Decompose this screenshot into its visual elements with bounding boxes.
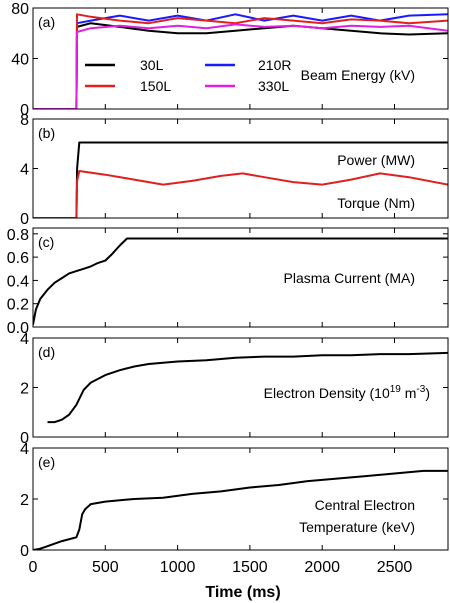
y-tick-label: 0: [20, 211, 29, 228]
annotation-label: Torque (Nm): [337, 195, 415, 211]
panel-label: (e): [38, 454, 55, 470]
panel-label: (b): [38, 125, 55, 141]
series-line-plasma-current-ma-: [33, 237, 448, 325]
series-line-electron-density: [47, 351, 448, 424]
x-axis-title: Time (ms): [205, 584, 280, 601]
annotation-label: Temperature (keV): [299, 519, 415, 535]
y-tick-label: 0.2: [7, 297, 29, 314]
series-line-30l: [33, 22, 448, 109]
y-tick-label: 4: [20, 162, 29, 179]
series-line-330l: [33, 23, 448, 109]
x-tick-label: 1000: [160, 559, 196, 576]
panel-e: 0 2 4 (e) Central Electron Temperature (keV): [20, 441, 449, 560]
x-axis: 0 500 1000 1500 2000 2500: [29, 559, 413, 576]
panel-b: 0 4 8 (b) Power (MW) Torque (Nm): [20, 112, 449, 228]
x-tick-label: 2500: [377, 559, 413, 576]
x-tick-label: 2000: [304, 559, 340, 576]
y-tick-label: 2: [20, 492, 29, 509]
legend-label: 330L: [258, 78, 289, 94]
y-tick-label: 0.6: [7, 250, 29, 267]
y-tick-label: 0.0: [7, 320, 29, 337]
legend-label: 30L: [140, 57, 164, 73]
annotation-electron-density: Electron Density (1019 m-3): [264, 384, 430, 401]
y-tick-label: 8: [20, 112, 29, 129]
panel-c: 0.0 0.2 0.4 0.6 0.8 (c) Plasma Current (MA): [7, 227, 449, 337]
y-tick-label: 40: [11, 52, 29, 69]
panel-d: 0 2 4 (d) Electron Density (1019 m-3): [20, 331, 449, 447]
x-tick-label: 500: [92, 559, 119, 576]
panel-label: (d): [38, 344, 55, 360]
y-tick-label: 0: [20, 102, 29, 119]
panel-label: (a): [38, 14, 55, 30]
annotation-label: Plasma Current (MA): [284, 270, 415, 286]
legend-label: 210R: [258, 57, 291, 73]
y-tick-label: 4: [20, 331, 29, 348]
annotation-label: Power (MW): [337, 152, 415, 168]
panel-frame: [32, 227, 449, 328]
annotation-label: Central Electron: [315, 497, 415, 513]
series-line-150l: [33, 13, 448, 109]
y-tick-label: 0: [20, 543, 29, 560]
y-tick-label: 2: [20, 381, 29, 398]
legend-label: 150L: [140, 78, 171, 94]
y-tick-label: 0.8: [7, 227, 29, 244]
series-line-torque-nm-: [33, 170, 448, 218]
y-tick-label: 80: [11, 1, 29, 18]
y-tick-label: 4: [20, 441, 29, 458]
x-tick-label: 1500: [232, 559, 268, 576]
panel-label: (c): [38, 234, 54, 250]
x-tick-label: 0: [29, 559, 38, 576]
y-tick-label: 0: [20, 430, 29, 447]
annotation-label: Beam Energy (kV): [301, 67, 415, 83]
series-line-210r: [33, 13, 448, 109]
series-line-central-electron-temperature-kev-: [33, 469, 448, 550]
y-tick-label: 0.4: [7, 273, 29, 290]
panel-a: 0 40 80 (a) Beam Energy (kV) 30L 210R 150L 330L: [11, 1, 449, 119]
